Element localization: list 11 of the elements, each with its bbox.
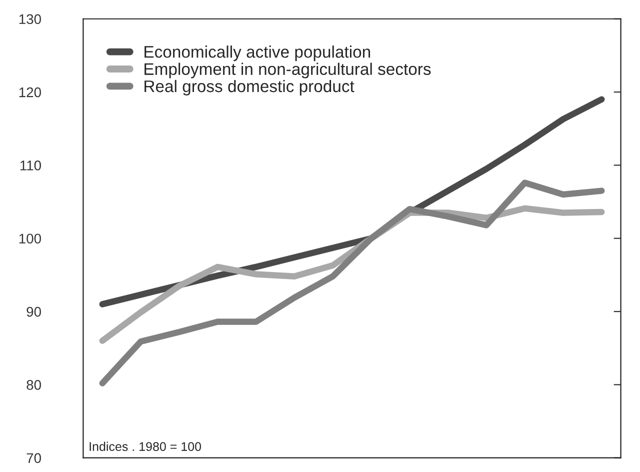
legend-label: Economically active population [144, 46, 370, 62]
y-tick-label: 130 [19, 14, 41, 24]
y-tick-label: 100 [19, 234, 41, 244]
y-tick-label: 110 [20, 160, 41, 170]
y-tick-label: 90 [26, 306, 41, 317]
annotation: Indices . 1980 = 100 [90, 442, 202, 451]
legend-label: Real gross domestic product [144, 80, 354, 96]
y-tick-label: 80 [26, 380, 41, 390]
y-tick-label: 120 [19, 87, 41, 98]
y-tick-label: 70 [26, 453, 41, 464]
legend-label: Employment in non-agricultural sectors [144, 62, 431, 78]
